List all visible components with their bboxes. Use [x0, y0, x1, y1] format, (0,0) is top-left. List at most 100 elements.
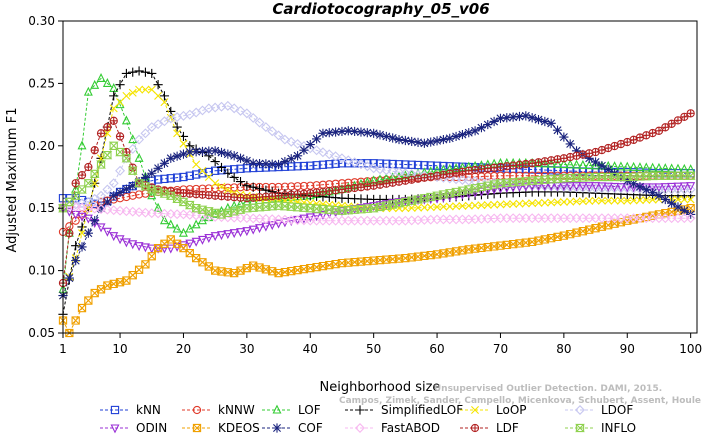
point-simplifiedlof [254, 184, 265, 194]
point-ldof [444, 173, 455, 184]
point-cof [337, 126, 347, 137]
watermark-line-1: Unsupervised Outlier Detection. DAMI, 20… [434, 384, 662, 394]
point-cof [400, 135, 410, 146]
point-odin [337, 207, 347, 217]
point-fastabod [127, 206, 138, 217]
point-odin [255, 224, 265, 234]
point-lof [629, 161, 639, 171]
point-loop [648, 195, 657, 204]
point-ldof [254, 117, 265, 128]
point-cof [654, 191, 664, 201]
point-cof [299, 145, 309, 155]
point-odin [610, 182, 620, 192]
point-loop [528, 199, 537, 208]
point-odin [185, 239, 195, 249]
point-odin [274, 219, 284, 229]
point-lof [96, 72, 106, 82]
point-cof [318, 128, 328, 138]
point-cof [419, 138, 429, 148]
point-fastabod [165, 208, 176, 219]
point-cof [286, 154, 296, 164]
point-cof [273, 159, 284, 170]
point-odin [559, 182, 569, 192]
point-lof [553, 158, 563, 168]
point-cof [197, 146, 208, 157]
point-cof [679, 206, 689, 216]
point-ldof [457, 175, 468, 185]
point-knn [318, 160, 328, 169]
legend-marker-inflo [575, 423, 585, 433]
point-loop [597, 196, 606, 205]
point-cof [451, 131, 461, 142]
point-loop [559, 197, 568, 206]
point-loop [578, 197, 587, 206]
point-ldof [83, 196, 94, 207]
y-tick-label: 0.15 [28, 201, 55, 215]
x-tick-label: 1 [59, 342, 67, 356]
legend-item-cof: COF [262, 421, 323, 434]
point-inflo [127, 166, 138, 175]
point-odin [565, 182, 575, 192]
point-ldof [273, 130, 284, 141]
point-cof [147, 168, 157, 178]
point-ldof [241, 108, 252, 119]
point-cof [597, 161, 607, 171]
point-cof [191, 147, 201, 157]
x-tick-label: 10 [112, 342, 127, 356]
point-knn [401, 160, 410, 169]
point-lof [109, 82, 119, 92]
x-tick-label: 90 [620, 342, 635, 356]
point-lof [286, 191, 296, 201]
point-fastabod [121, 206, 132, 217]
point-odin [591, 182, 601, 192]
legend-marker-loop [471, 406, 479, 414]
point-fastabod [248, 213, 259, 224]
point-lof [673, 163, 683, 173]
point-cof [324, 128, 334, 138]
point-ldof [343, 155, 354, 166]
point-lof [591, 160, 601, 170]
point-cof [552, 125, 563, 135]
point-odin [217, 231, 226, 241]
legend-marker-knnw [192, 405, 202, 415]
point-loop [217, 182, 226, 191]
point-cof [267, 159, 277, 169]
point-knn [179, 172, 188, 182]
point-cof [77, 242, 87, 252]
legend-marker-lof [272, 404, 282, 414]
y-tick-label: 0.05 [28, 326, 55, 340]
point-cof [673, 202, 683, 212]
point-ldof [248, 112, 259, 123]
point-lof [293, 191, 303, 201]
series-line-lof [62, 77, 691, 290]
point-fastabod [241, 213, 252, 224]
point-odin [502, 184, 512, 194]
point-ldof [267, 126, 278, 137]
point-cof [502, 113, 512, 123]
point-ldof [102, 184, 113, 195]
point-cof [261, 159, 271, 169]
point-loop [604, 196, 613, 205]
point-lof [622, 161, 632, 171]
point-odin [654, 183, 664, 193]
point-lof [134, 152, 144, 162]
x-tick-label: 40 [303, 342, 318, 356]
legend-item-lof: LOF [262, 403, 321, 417]
point-knnw [515, 171, 524, 180]
point-loop [204, 173, 213, 181]
legend: kNN kNNW LOF SimplifiedLOF LoOP LDOF ODIN KDEOS… [100, 403, 636, 434]
point-loop [147, 85, 156, 94]
y-tick-label: 0.10 [28, 264, 55, 278]
point-ldof [349, 157, 360, 168]
point-cof [438, 134, 448, 145]
point-cof [248, 158, 258, 168]
point-cof [153, 163, 163, 173]
point-ldof [470, 176, 481, 187]
point-fastabod [172, 209, 183, 220]
point-fastabod [83, 203, 94, 214]
point-fastabod [89, 203, 100, 214]
point-odin [673, 182, 683, 192]
point-loop [458, 201, 467, 210]
legend-item-fastabod: FastABOD [345, 421, 440, 434]
point-cof [356, 127, 366, 137]
